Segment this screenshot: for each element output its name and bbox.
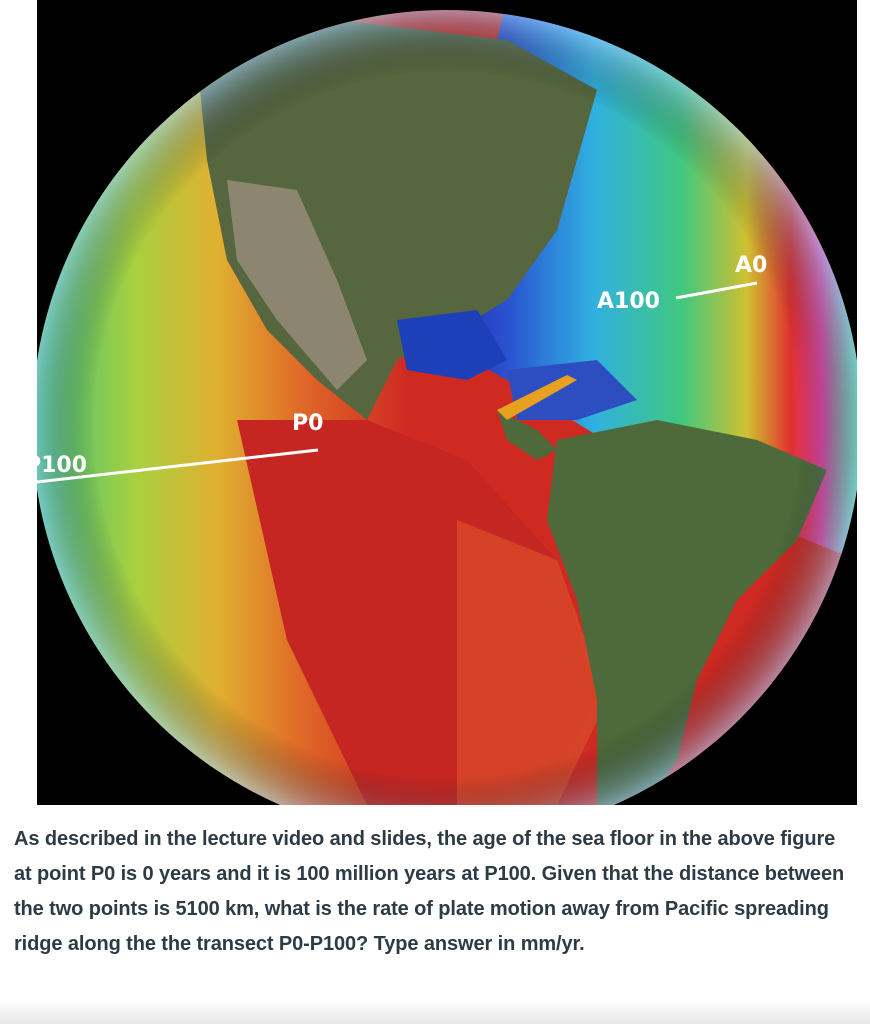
question-text: As described in the lecture video and sl…: [14, 828, 845, 955]
point-label: P0: [292, 411, 323, 436]
transect-line: [37, 448, 319, 484]
marker-line: [675, 281, 758, 300]
globe: [37, 10, 857, 805]
point-label: P100: [37, 453, 87, 478]
point-label: A0: [735, 253, 767, 278]
point-label: A100: [597, 289, 660, 314]
bottom-fade: [0, 1000, 870, 1024]
globe-figure: A0 A100 P0 P100: [37, 0, 857, 805]
